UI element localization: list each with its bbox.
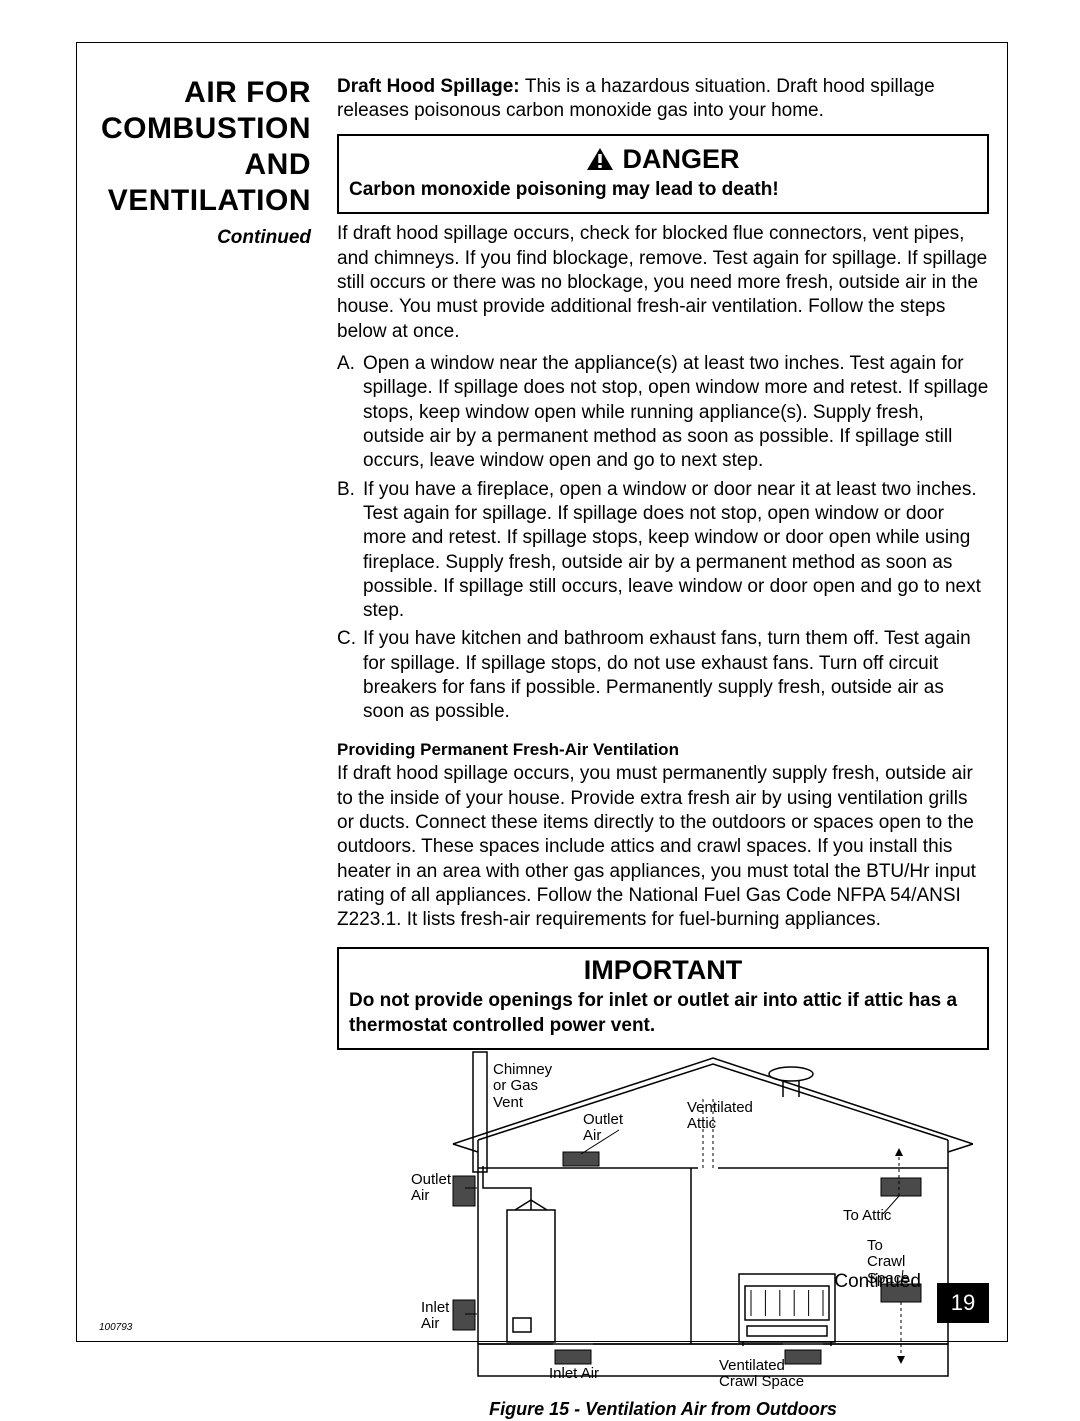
two-col: AIR FOR COMBUSTION AND VENTILATION Conti… xyxy=(95,75,989,1421)
danger-callout: DANGER Carbon monoxide poisoning may lea… xyxy=(337,134,989,215)
page-frame: AIR FOR COMBUSTION AND VENTILATION Conti… xyxy=(76,42,1008,1342)
t4: VENTILATION xyxy=(108,184,311,217)
para-after-danger: If draft hood spillage occurs, check for… xyxy=(337,222,989,344)
figure-15-diagram: Chimney or Gas Vent Outlet Air Ventilated … xyxy=(337,1058,989,1392)
marker-a: A. xyxy=(337,352,355,376)
doc-id: 100793 xyxy=(99,1322,132,1333)
important-callout: IMPORTANT Do not provide openings for in… xyxy=(337,947,989,1050)
page-number: 19 xyxy=(937,1283,989,1323)
t1: AIR FOR xyxy=(184,76,311,109)
lead-bold: Draft Hood Spillage: xyxy=(337,76,525,97)
step-b-text: If you have a fireplace, open a window o… xyxy=(363,479,981,622)
danger-sub: Carbon monoxide poisoning may lead to de… xyxy=(349,178,977,202)
section-title: AIR FOR COMBUSTION AND VENTILATION xyxy=(95,75,311,219)
step-a-text: Open a window near the appliance(s) at l… xyxy=(363,353,988,471)
marker-b: B. xyxy=(337,478,355,502)
marker-c: C. xyxy=(337,627,356,651)
fig-label-inlet-air-floor-lbl: Inlet Air xyxy=(549,1366,599,1383)
step-c-text: If you have kitchen and bathroom exhaust… xyxy=(363,628,971,722)
para-permanent: If draft hood spillage occurs, you must … xyxy=(337,762,989,932)
fig-label-outlet-air-attic-lbl: Outlet Air xyxy=(583,1112,623,1145)
continued-label: Continued xyxy=(95,227,311,249)
danger-title: DANGER xyxy=(622,142,739,177)
t2: COMBUSTION xyxy=(101,112,311,145)
danger-header: DANGER xyxy=(349,142,977,177)
step-a: A.Open a window near the appliance(s) at… xyxy=(359,352,989,474)
fig-label-outlet-air-wall-lbl: Outlet Air xyxy=(411,1172,451,1205)
important-body: Do not provide openings for inlet or out… xyxy=(349,989,977,1038)
warning-triangle-icon xyxy=(586,147,614,171)
t3: AND xyxy=(245,148,312,181)
bottom-continued: Continued xyxy=(834,1271,921,1293)
step-c: C.If you have kitchen and bathroom exhau… xyxy=(359,627,989,724)
fig-label-inlet-air-wall-lbl: Inlet Air xyxy=(421,1300,449,1333)
subhead-permanent: Providing Permanent Fresh-Air Ventilatio… xyxy=(337,739,989,761)
lead-para: Draft Hood Spillage: This is a hazardous… xyxy=(337,75,989,124)
step-b: B.If you have a fireplace, open a window… xyxy=(359,478,989,624)
side-column: AIR FOR COMBUSTION AND VENTILATION Conti… xyxy=(95,75,311,1421)
figure-15-caption: Figure 15 - Ventilation Air from Outdoor… xyxy=(337,1398,989,1421)
fig-label-vent-attic: Ventilated Attic xyxy=(687,1100,753,1133)
important-title: IMPORTANT xyxy=(349,953,977,988)
main-column: Draft Hood Spillage: This is a hazardous… xyxy=(337,75,989,1421)
fig-label-vent-crawl: Ventilated Crawl Space xyxy=(719,1358,804,1391)
steps-list: A. Open a window near the appliance(s) at… xyxy=(337,352,989,725)
fig-label-to-attic-lbl: To Attic xyxy=(843,1208,891,1225)
fig-label-chimney: Chimney or Gas Vent xyxy=(493,1062,552,1112)
